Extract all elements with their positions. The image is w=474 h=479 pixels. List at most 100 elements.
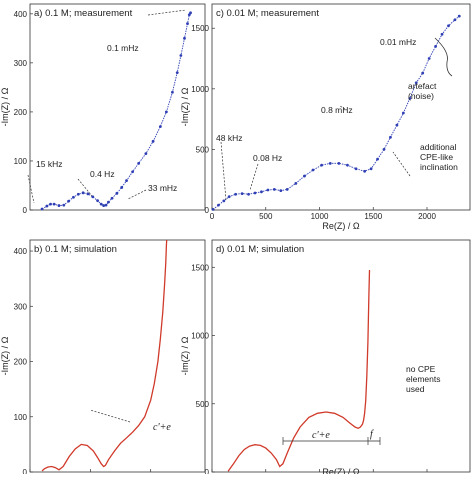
data-point [57, 204, 61, 207]
data-point [408, 97, 412, 100]
data-point [427, 57, 431, 60]
data-point [457, 14, 461, 18]
x-tick-label: 1500 [364, 212, 382, 221]
x-axis-label: Re(Z) / Ω [322, 467, 359, 474]
data-point [86, 192, 90, 196]
annotation-arrow [27, 174, 35, 204]
data-point [434, 45, 437, 48]
annotation-label: 0.4 Hz [90, 169, 115, 179]
data-point [102, 204, 106, 207]
data-point [62, 203, 66, 207]
series-line [41, 12, 191, 210]
data-point [234, 192, 238, 196]
data-point [211, 207, 215, 211]
y-tick-label: 200 [14, 108, 28, 117]
y-axis-label: -Im(Z) / Ω [180, 87, 190, 126]
x-tick-label: 2000 [418, 212, 436, 221]
data-point [125, 179, 128, 182]
x-tick-label: 500 [259, 212, 273, 221]
y-tick-label: 300 [14, 59, 28, 68]
series-line [41, 239, 168, 472]
data-point [320, 163, 324, 167]
data-point [45, 204, 49, 208]
data-point [279, 189, 283, 193]
data-point [186, 22, 189, 26]
data-point [183, 36, 186, 40]
data-point [175, 71, 179, 75]
data-point [217, 203, 220, 207]
data-point [421, 71, 425, 75]
data-point [49, 202, 52, 206]
data-point [337, 161, 341, 165]
data-point [96, 199, 99, 203]
x-axis-label: Re(Z) / Ω [322, 221, 359, 231]
data-point [144, 152, 148, 155]
annotation-label: c'+e [153, 422, 171, 433]
annotation-label: additional [420, 142, 457, 152]
panel-title: b) 0.1 M; simulation [34, 244, 117, 255]
annotation-arrow [77, 178, 93, 197]
annotation-arrow [220, 141, 227, 201]
data-point [151, 139, 155, 143]
plot-frame [29, 3, 206, 211]
data-point [110, 196, 114, 200]
data-point [52, 202, 56, 206]
data-point [440, 32, 444, 36]
data-point [376, 157, 379, 161]
artefact-brace [434, 37, 453, 77]
panel-a: 0 100 200 300 400 -Im(Z) / Ω a) 0.1 M; measure… [0, 3, 206, 215]
y-axis-label: -Im(Z) / Ω [0, 87, 10, 126]
data-point [346, 163, 349, 167]
data-point [382, 148, 386, 151]
data-point [72, 195, 75, 199]
data-point [247, 192, 250, 196]
data-point [164, 110, 168, 114]
annotation-arrow [339, 105, 346, 110]
y-tick-label: 1500 [191, 24, 209, 33]
data-point [171, 90, 174, 94]
data-point [137, 162, 141, 165]
annotation-label: artefact [408, 81, 437, 91]
annotation-label: 0.01 mHz [380, 37, 416, 47]
x-tick-label: 0 [210, 212, 215, 221]
data-point [81, 191, 85, 195]
data-point [303, 174, 306, 178]
x-tick-label: 1000 [311, 212, 329, 221]
data-point [272, 188, 276, 191]
annotation-label: inclination [420, 162, 458, 172]
y-tick-label: 1000 [191, 332, 209, 341]
y-tick-label: 0 [205, 468, 210, 474]
y-tick-label: 1500 [191, 263, 209, 272]
panel-title: c) 0.01 M; measurement [216, 8, 319, 19]
data-point [158, 125, 162, 129]
data-point [311, 168, 315, 172]
annotation-label: 15 kHz [36, 159, 62, 169]
data-point [395, 123, 399, 127]
annotation-label: 33 mHz [148, 183, 177, 193]
data-point [401, 111, 405, 115]
y-axis-label: -Im(Z) / Ω [180, 336, 190, 375]
data-point [76, 192, 80, 196]
y-tick-label: 100 [14, 413, 28, 422]
annotation-label: c'+e [312, 430, 330, 441]
panel-c: 0 500 1000 1500 0 500 1000 1500 2000 -Im(Z) / Ω Re… [180, 3, 471, 231]
data-point [115, 191, 119, 195]
plot-frame [211, 3, 471, 211]
data-point [91, 195, 95, 199]
data-point [179, 54, 183, 57]
data-point [40, 207, 44, 211]
annotation-label: f [370, 429, 374, 440]
data-point [189, 11, 192, 15]
y-tick-label: 300 [14, 302, 28, 311]
data-point [294, 181, 298, 185]
data-point [107, 200, 110, 204]
annotation-label: elements [406, 374, 441, 384]
data-point [120, 186, 124, 189]
y-tick-label: 100 [14, 157, 28, 166]
y-tick-label: 200 [14, 358, 28, 367]
annotation-arrow [392, 151, 411, 177]
annotation-label: 0.8 mHz [321, 105, 353, 115]
data-point [453, 18, 457, 22]
y-tick-label: 500 [196, 145, 210, 154]
